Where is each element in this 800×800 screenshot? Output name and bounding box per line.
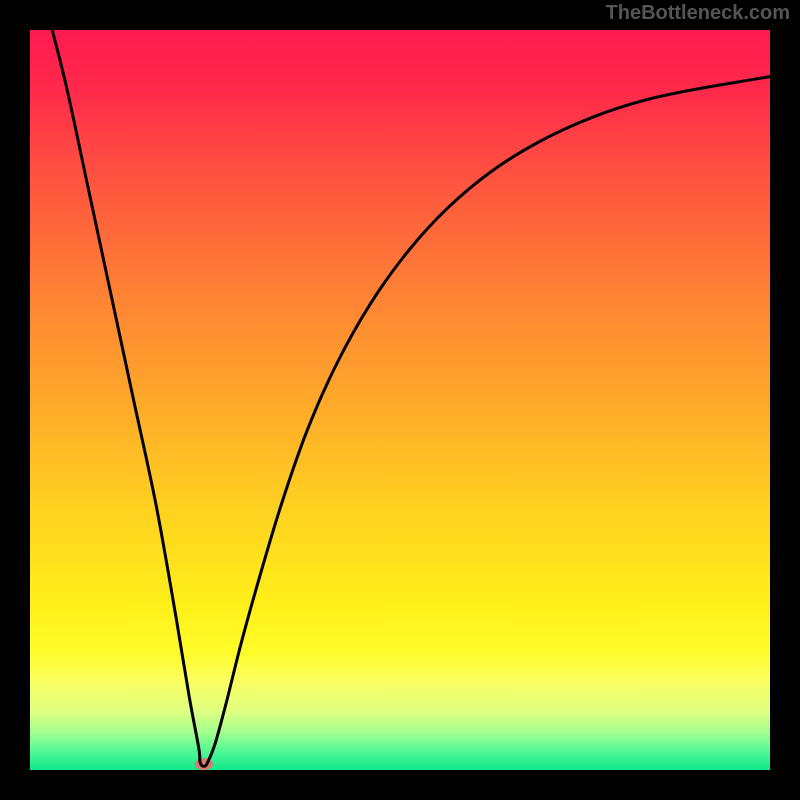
bottleneck-chart <box>0 0 800 800</box>
watermark-text: TheBottleneck.com <box>606 2 790 25</box>
chart-container: TheBottleneck.com <box>0 0 800 800</box>
gradient-background <box>30 30 770 770</box>
